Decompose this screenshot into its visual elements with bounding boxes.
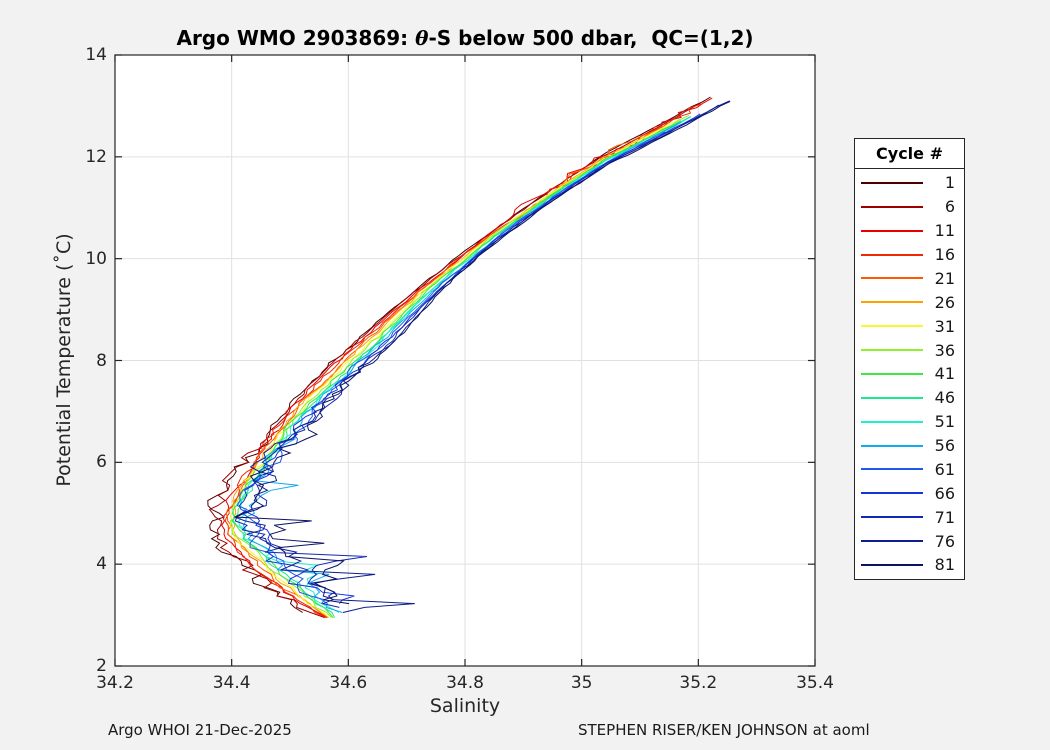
legend-entry-label: 51 [934,412,955,432]
legend-entry-label: 56 [934,436,955,456]
legend-line-swatch [861,563,923,566]
legend-entry-label: 61 [934,459,955,479]
x-tick-label-34.4: 34.4 [212,673,251,693]
legend-entry-label: 6 [944,197,955,217]
profile-curve-cycle-51 [238,116,691,613]
legend-entry-label: 31 [934,316,955,336]
legend-line-swatch [861,420,923,423]
legend-title: Cycle # [855,139,964,169]
legend-entry-label: 21 [934,268,955,288]
legend-entry-cycle-61: 61 [855,458,964,482]
legend-line-swatch [861,349,923,352]
legend-entry-cycle-36: 36 [855,338,964,362]
legend-entry-cycle-81: 81 [855,553,964,577]
footer-credit-left: Argo WHOI 21-Dec-2025 [108,721,292,739]
legend-line-swatch [861,468,923,471]
y-tick-label-12: 12 [85,146,107,167]
footer-credit-right: STEPHEN RISER/KEN JOHNSON at aoml [578,721,870,739]
x-axis-label: Salinity [429,695,501,717]
profile-curve-cycle-71 [234,104,719,608]
legend-line-swatch [861,516,923,519]
legend-line-swatch [861,540,923,543]
legend-entry-label: 76 [934,531,955,551]
legend-entry-cycle-11: 11 [855,219,964,243]
profile-curve-cycle-61 [236,131,666,604]
legend-entry-cycle-66: 66 [855,481,964,505]
legend-entry-cycle-26: 26 [855,290,964,314]
legend-entry-cycle-21: 21 [855,267,964,291]
legend-line-swatch [861,253,923,256]
profile-curve-cycle-81 [235,100,731,605]
y-tick-label-4: 4 [96,554,107,575]
plot-title: Argo WMO 2903869: θ-S below 500 dbar, QC… [115,26,815,50]
plot-title-suffix: -S below 500 dbar, QC=(1,2) [428,26,754,50]
legend-entry-label: 11 [934,221,955,241]
legend-line-swatch [861,301,923,304]
legend-line-swatch [861,277,923,280]
legend-entry-label: 81 [934,555,955,575]
legend-entry-label: 1 [944,173,955,193]
x-tick-label-35.4: 35.4 [796,673,834,693]
theta-symbol: θ [415,26,429,50]
legend-entry-cycle-1: 1 [855,171,964,195]
legend-line-swatch [861,372,923,375]
x-tick-label-35.2: 35.2 [679,673,718,693]
legend-line-swatch [861,229,923,232]
y-tick-label-14: 14 [85,45,107,65]
y-tick-label-2: 2 [96,656,107,676]
legend-entry-label: 26 [934,292,955,312]
legend-line-swatch [861,396,923,399]
legend-entry-label: 71 [934,507,955,527]
legend-line-swatch [861,492,923,495]
legend-entry-cycle-41: 41 [855,362,964,386]
legend-entries: 1 6 11 16 21 26 31 36 41 46 51 56 61 66 71 76 81 [855,169,964,579]
legend-entry-cycle-6: 6 [855,195,964,219]
y-tick-label-10: 10 [85,248,107,269]
x-tick-label-34.6: 34.6 [329,673,368,693]
legend-entry-cycle-31: 31 [855,314,964,338]
x-tick-label-34.2: 34.2 [96,673,134,693]
legend-line-swatch [861,205,923,208]
legend-entry-cycle-51: 51 [855,410,964,434]
plot-title-prefix: Argo WMO 2903869: [176,26,416,50]
tick-marks [114,54,816,667]
legend-entry-cycle-56: 56 [855,434,964,458]
legend-box: Cycle # 1 6 11 16 21 26 31 36 41 46 51 56 61 66 71 76 81 [854,138,965,580]
legend-entry-cycle-16: 16 [855,243,964,267]
legend-entry-label: 36 [934,340,955,360]
legend-entry-label: 16 [934,245,955,265]
legend-entry-cycle-46: 46 [855,386,964,410]
legend-entry-cycle-71: 71 [855,505,964,529]
y-tick-label-8: 8 [96,350,107,371]
profile-curves [207,96,731,619]
x-tick-label-34.8: 34.8 [446,673,484,693]
legend-line-swatch [861,325,923,328]
legend-entry-label: 46 [934,388,955,408]
x-tick-label-35: 35 [570,673,593,693]
y-tick-label-6: 6 [96,452,107,473]
legend-entry-label: 41 [934,364,955,384]
legend-entry-label: 66 [934,483,955,503]
legend-line-swatch [861,444,923,447]
legend-entry-cycle-76: 76 [855,529,964,553]
profile-curve-cycle-6 [208,101,702,619]
legend-line-swatch [861,181,923,184]
